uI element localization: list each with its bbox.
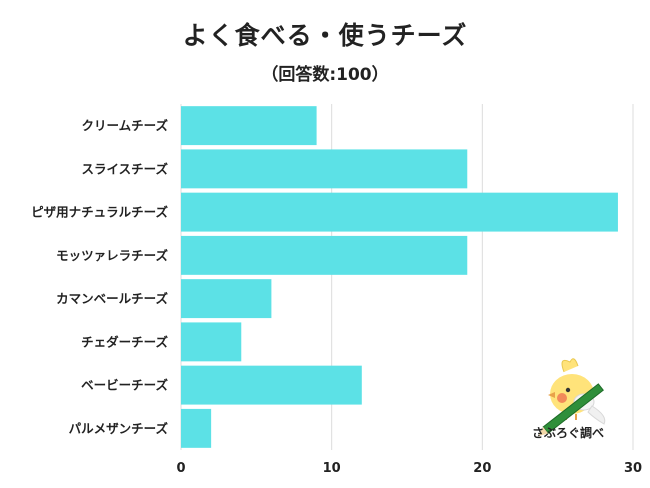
category-label: ピザ用ナチュラルチーズ xyxy=(31,205,168,220)
watermark-text: さぶろぐ調べ xyxy=(532,426,605,440)
bar xyxy=(181,106,317,146)
bar xyxy=(181,279,272,319)
category-label: スライスチーズ xyxy=(81,161,168,176)
category-label: パルメザンチーズ xyxy=(69,421,169,436)
x-tick-label: 20 xyxy=(473,461,491,476)
chart-subtitle: （回答数:100） xyxy=(261,65,389,85)
category-label: ベービーチーズ xyxy=(81,378,168,393)
bar xyxy=(181,322,242,362)
category-label: チェダーチーズ xyxy=(81,334,168,349)
bar xyxy=(181,149,468,189)
bird-mascot-logo xyxy=(537,358,606,437)
category-label: カマンベールチーズ xyxy=(56,291,168,306)
category-label: モッツァレラチーズ xyxy=(56,248,168,263)
category-label: クリームチーズ xyxy=(81,118,168,133)
x-tick-label: 10 xyxy=(323,461,341,476)
chart-title: よく食べる・使うチーズ xyxy=(182,21,468,50)
bar xyxy=(181,408,212,448)
x-tick-label: 0 xyxy=(176,461,185,476)
x-tick-label: 30 xyxy=(624,461,642,476)
bar xyxy=(181,365,362,405)
bar xyxy=(181,235,468,275)
bar xyxy=(181,192,618,232)
